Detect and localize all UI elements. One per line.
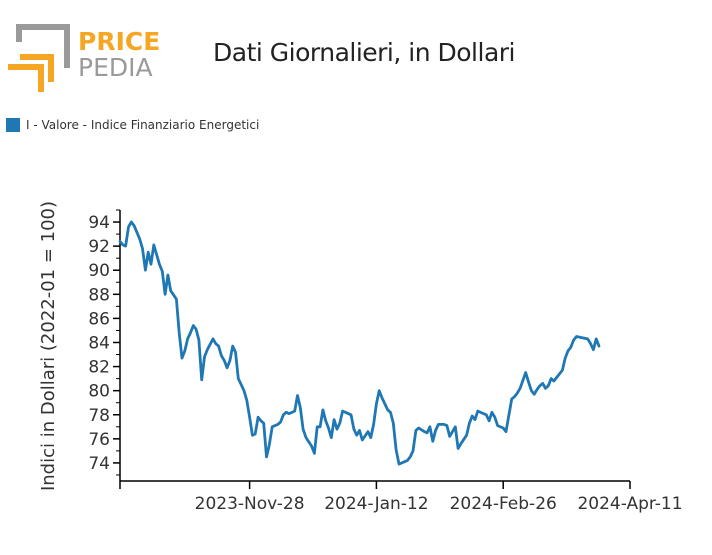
pricepedia-logo: PRICE PEDIA [8, 24, 160, 92]
y-tick-label: 82 [88, 358, 110, 378]
x-axis: 2023-Nov-28 2024-Jan-12 2024-Feb-26 2024-Ap… [119, 480, 683, 514]
y-tick-label: 88 [88, 285, 110, 305]
logo-text-top: PRICE [78, 27, 160, 56]
legend-swatch [6, 118, 20, 132]
y-tick-label: 90 [88, 261, 110, 281]
y-tick-label: 86 [88, 309, 110, 329]
chart-title: Dati Giornalieri, in Dollari [213, 38, 516, 67]
y-axis: 74 76 78 80 82 84 86 88 90 92 94 [88, 209, 121, 481]
y-tick-label: 78 [88, 406, 110, 426]
y-tick-label: 74 [88, 454, 110, 474]
x-tick-label: 2024-Jan-12 [324, 494, 428, 514]
y-tick-label: 80 [88, 382, 110, 402]
series-line[interactable] [118, 220, 601, 466]
legend[interactable]: I - Valore - Indice Finanziario Energeti… [6, 118, 259, 132]
x-tick-label: 2023-Nov-28 [195, 494, 305, 514]
y-axis-label: Indici in Dollari (2022-01 = 100) [38, 201, 59, 491]
y-tick-label: 84 [88, 333, 110, 353]
x-tick-label: 2024-Feb-26 [450, 494, 557, 514]
y-tick-label: 76 [88, 430, 110, 450]
y-tick-label: 94 [88, 213, 110, 233]
y-tick-label: 92 [88, 237, 110, 257]
series-group [118, 220, 601, 466]
logo-mark [8, 24, 70, 92]
x-tick-label: 2024-Apr-11 [577, 494, 682, 514]
logo-text-bottom: PEDIA [78, 53, 153, 82]
legend-label: I - Valore - Indice Finanziario Energeti… [26, 118, 260, 132]
